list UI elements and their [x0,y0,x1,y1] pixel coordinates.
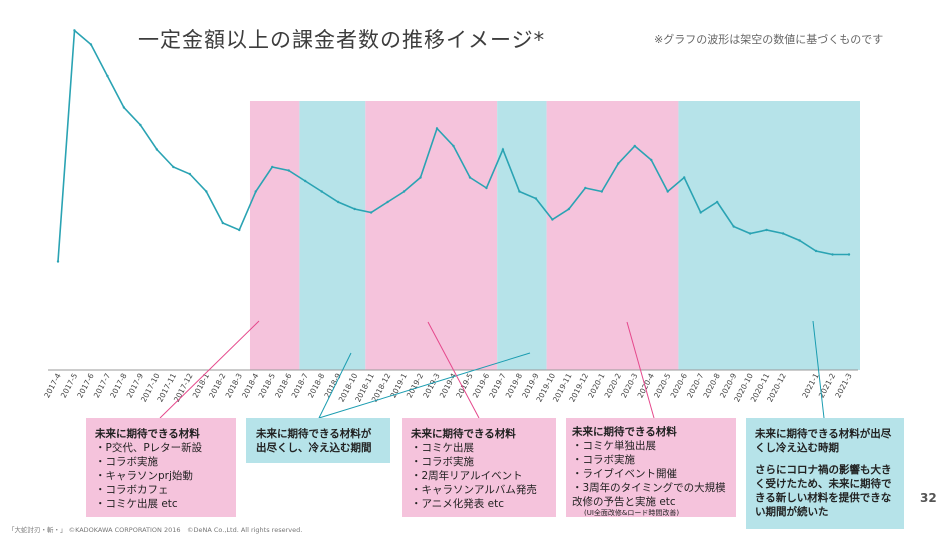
x-axis-ticks: 2017-42017-52017-62017-72017-82017-92017… [42,372,854,404]
data-point [468,176,472,179]
data-point [732,225,735,228]
data-point [501,148,505,151]
data-point [831,253,834,256]
box-item: アニメ化発表 etc [411,497,547,511]
data-point [238,228,241,232]
data-point [699,211,702,214]
box-heading: 未来に期待できる材料 [572,426,677,438]
disclaimer-note: ※グラフの波形は架空の数値に基づくものです [654,33,884,46]
series-points [56,29,851,263]
data-point [781,232,785,235]
connector-box5 [812,320,825,419]
data-point [666,190,669,193]
data-point [254,190,257,193]
connector-box3 [427,321,480,419]
data-point [402,190,406,193]
data-point [287,169,290,172]
data-point [748,232,752,235]
box-item: コラボ実施 [572,453,730,467]
callout-box-3: 未来に期待できる材料 コミケ出展 コラボ実施 2周年リアルイベント キャラソンア… [402,418,556,517]
data-point [617,162,620,165]
data-point [600,190,604,193]
band-cyan [299,101,366,370]
band-cyan [497,101,547,370]
box-item: コミケ出展 [411,441,547,455]
data-point [650,158,653,162]
data-point [369,211,373,214]
box-item: コラボカフェ [95,483,227,497]
callout-box-2: 未来に期待できる材料が出尽くし、冷え込む期間 [246,418,390,463]
box-item: コラボ実施 [411,455,547,469]
background-bands [249,101,860,370]
band-pink [546,101,679,370]
data-point [386,200,389,204]
data-point [534,197,538,200]
data-point [633,144,636,148]
data-point [798,239,801,242]
data-point [73,29,76,32]
data-point [155,148,159,151]
copyright: 「大蛇討刃・斬・」 ©KADOKAWA CORPORATION 2016 ©De… [8,526,303,534]
data-point [518,190,521,193]
box-heading: 未来に期待できる材料が出尽くし、冷え込む期間 [256,428,372,454]
data-point [435,127,439,130]
box-item: ライブイベント開催 [572,467,730,481]
data-point [188,172,192,176]
connector-box1 [159,320,260,419]
box-item: P交代、Pレター新設 [95,441,227,455]
connector-box4 [626,321,655,419]
data-point [221,221,224,225]
data-point [584,186,587,190]
page-number: 32 [920,491,937,505]
box-item: コラボ実施 [95,455,227,469]
box-item: キャラソンアルバム発売 [411,483,547,497]
callout-connectors [159,320,825,419]
data-point [89,43,93,46]
data-point [715,200,719,204]
data-point [452,144,455,148]
data-point [814,249,818,253]
box-item: コミケ出展 etc [95,497,227,511]
data-point [847,253,851,256]
box-heading: 未来に期待できる材料が出尽くし冷え込む時期 [755,428,892,454]
callout-box-5: 未来に期待できる材料が出尽くし冷え込む時期 さらにコロナ禍の影響も大きく受けたた… [746,418,904,529]
callout-box-1: 未来に期待できる材料 P交代、Pレター新設 コラボ実施 キャラソンprj始動 コ… [86,418,236,517]
data-point [106,74,109,78]
band-pink [365,101,498,370]
box-subnote: (UI全面改修&ロード時間改善) [584,509,680,517]
box-item: 2周年リアルイベント [411,469,547,483]
box-heading: 未来に期待できる材料 [95,428,200,440]
data-point [551,218,554,221]
connector-box2-a [318,352,352,419]
box-item: 3周年のタイミングでの大規模改修の予告と実施 etc [572,481,730,509]
data-point [303,179,307,183]
data-point [271,165,274,169]
data-point [353,207,356,211]
box-heading: 未来に期待できる材料 [411,428,516,440]
data-point [336,200,340,204]
data-point [567,207,571,211]
data-point [419,176,422,179]
data-point [485,186,488,190]
callout-box-4: 未来に期待できる材料 コミケ単独出展 コラボ実施 ライブイベント開催 3周年のタ… [566,418,736,517]
box-paragraph: さらにコロナ禍の影響も大きく受けたため、未来に期待できる新しい材料を提供できない… [755,464,892,518]
box-item: コミケ単独出展 [572,439,730,453]
data-point [139,123,142,127]
connector-box2-b [318,352,531,419]
data-point [320,190,323,193]
box-item: キャラソンprj始動 [95,469,227,483]
data-point [205,190,208,193]
data-point [765,228,768,232]
data-point [56,260,60,263]
band-pink [249,101,300,370]
data-point [683,176,686,179]
band-cyan [678,101,860,370]
chart-title: 一定金額以上の課金者数の推移イメージ* [138,28,546,52]
data-point [122,106,126,109]
data-point [172,165,175,169]
